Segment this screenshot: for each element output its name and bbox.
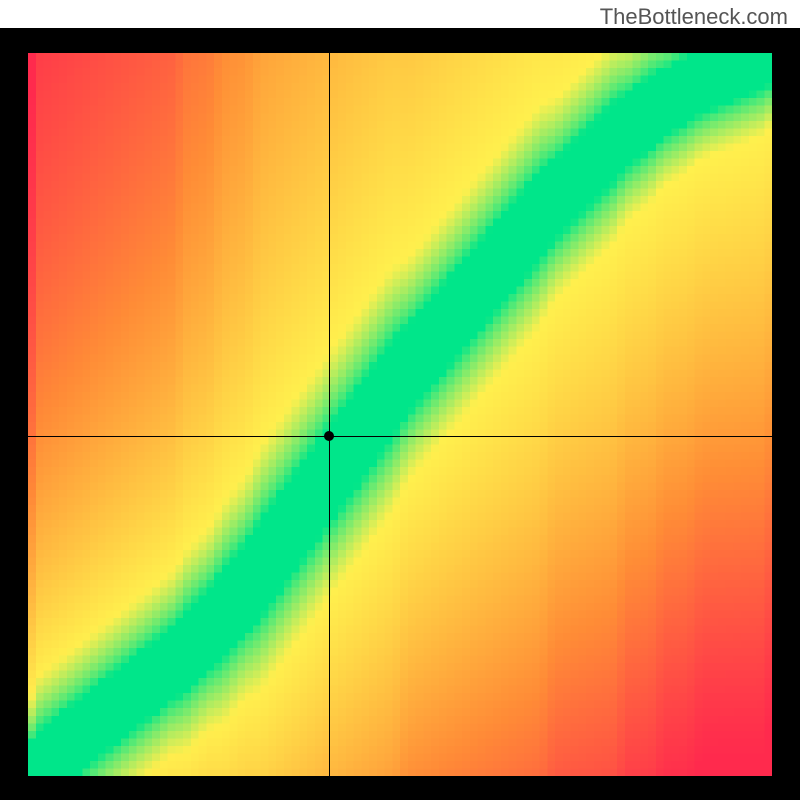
crosshair-vertical bbox=[329, 53, 330, 776]
chart-outer-frame bbox=[0, 28, 800, 800]
bottleneck-heatmap bbox=[28, 53, 772, 776]
selection-marker bbox=[324, 431, 334, 441]
heatmap-canvas bbox=[28, 53, 772, 776]
watermark-text: TheBottleneck.com bbox=[600, 4, 788, 30]
crosshair-horizontal bbox=[28, 436, 772, 437]
